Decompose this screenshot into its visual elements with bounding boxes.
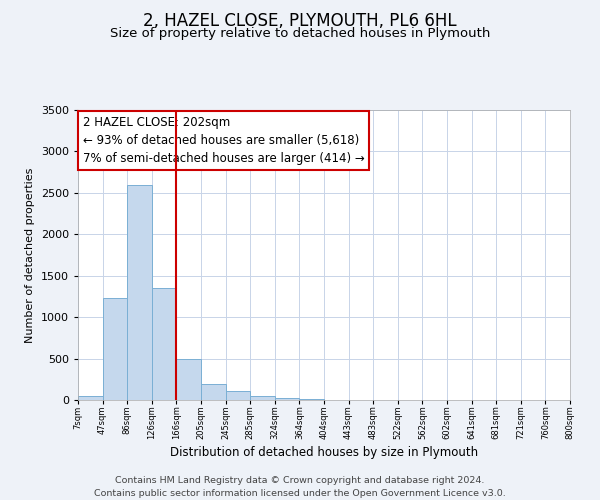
Text: 2, HAZEL CLOSE, PLYMOUTH, PL6 6HL: 2, HAZEL CLOSE, PLYMOUTH, PL6 6HL — [143, 12, 457, 30]
Bar — [176, 358, 201, 400]
X-axis label: Distribution of detached houses by size in Plymouth: Distribution of detached houses by size … — [170, 446, 478, 460]
Text: Contains HM Land Registry data © Crown copyright and database right 2024.
Contai: Contains HM Land Registry data © Crown c… — [94, 476, 506, 498]
Bar — [127, 186, 152, 400]
Bar — [152, 288, 176, 400]
Text: 2 HAZEL CLOSE: 202sqm
← 93% of detached houses are smaller (5,618)
7% of semi-de: 2 HAZEL CLOSE: 202sqm ← 93% of detached … — [83, 116, 365, 165]
Bar — [275, 398, 299, 400]
Y-axis label: Number of detached properties: Number of detached properties — [25, 168, 35, 342]
Bar — [201, 384, 226, 400]
Bar — [103, 298, 127, 400]
Bar — [250, 396, 275, 400]
Bar — [226, 391, 250, 400]
Bar — [78, 396, 103, 400]
Bar — [299, 399, 324, 400]
Text: Size of property relative to detached houses in Plymouth: Size of property relative to detached ho… — [110, 28, 490, 40]
